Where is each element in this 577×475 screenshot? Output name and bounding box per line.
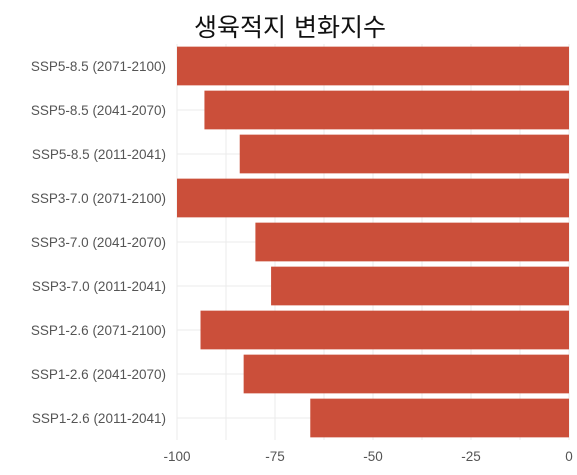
category-label: SSP1-2.6 (2041-2070) <box>31 367 166 382</box>
x-tick-label: 0 <box>565 449 573 464</box>
x-tick-label: -75 <box>265 449 285 464</box>
tick-label-layer: -100 -75 -50 -25 0 <box>163 449 572 464</box>
category-label: SSP3-7.0 (2011-2041) <box>32 279 166 294</box>
x-tick-label: -25 <box>461 449 481 464</box>
bar <box>204 90 569 130</box>
category-label: SSP5-8.5 (2071-2100) <box>31 59 166 74</box>
bar-layer <box>177 46 569 438</box>
category-label: SSP5-8.5 (2041-2070) <box>31 103 166 118</box>
category-label: SSP1-2.6 (2071-2100) <box>31 323 166 338</box>
bar <box>255 222 569 262</box>
bar <box>239 134 569 174</box>
bar <box>177 178 569 218</box>
bar <box>200 310 569 350</box>
bar <box>177 46 569 86</box>
x-tick-label: -50 <box>363 449 383 464</box>
category-label: SSP3-7.0 (2041-2070) <box>31 235 166 250</box>
bar <box>271 266 569 306</box>
category-label: SSP5-8.5 (2011-2041) <box>32 147 166 162</box>
chart-title: 생육적지 변화지수 <box>194 13 386 42</box>
category-label: SSP3-7.0 (2071-2100) <box>31 191 166 206</box>
category-label-layer: SSP5-8.5 (2071-2100) SSP5-8.5 (2041-2070)… <box>31 59 166 426</box>
bar <box>310 398 569 438</box>
x-tick-label: -100 <box>163 449 190 464</box>
bar <box>243 354 569 394</box>
category-label: SSP1-2.6 (2011-2041) <box>32 411 166 426</box>
